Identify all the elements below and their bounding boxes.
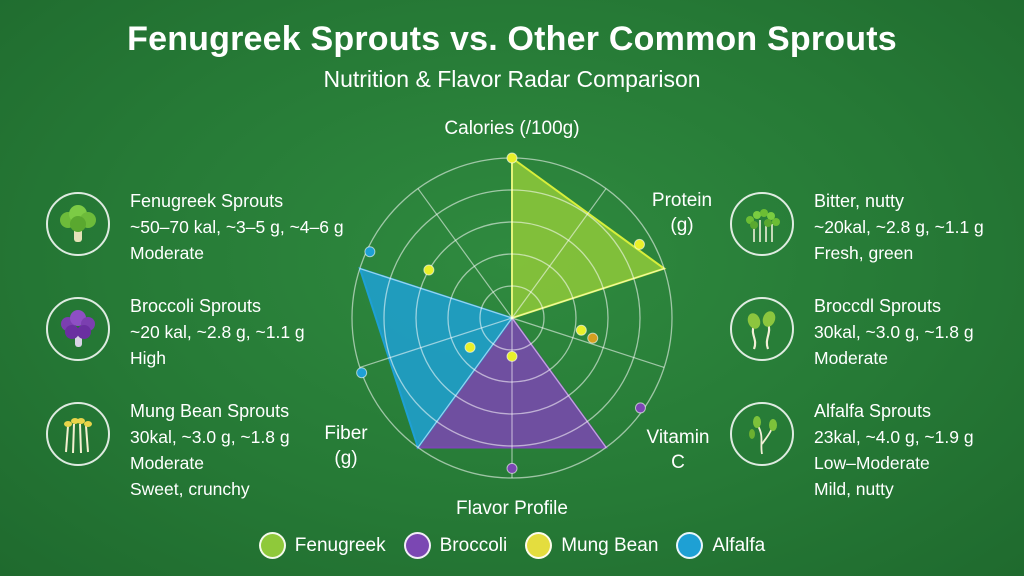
legend-swatch xyxy=(676,532,704,559)
legend-label: Fenugreek xyxy=(294,534,386,556)
legend-label: Mung Bean xyxy=(561,534,659,556)
card-line: Moderate xyxy=(814,348,888,368)
data-point xyxy=(364,246,376,258)
legend-label: Broccoli xyxy=(439,534,508,556)
data-point xyxy=(575,324,587,336)
chart-title: Fenugreek Sprouts vs. Other Common Sprou… xyxy=(127,20,897,58)
broccoli-floret-icon xyxy=(46,192,110,256)
grid-spoke xyxy=(359,317,513,369)
card-title: Broccdl Sprouts xyxy=(814,296,942,316)
card-line: Fresh, green xyxy=(814,243,914,263)
legend-item: Mung Bean xyxy=(525,532,658,559)
data-point xyxy=(423,264,435,276)
legend-swatch xyxy=(258,532,286,559)
legend-swatch xyxy=(525,532,553,559)
data-point xyxy=(464,341,476,353)
grid-spoke xyxy=(511,317,665,369)
data-point xyxy=(356,367,368,379)
data-point xyxy=(587,332,599,344)
legend: Fenugreek Broccoli Mung Bean Alfalfa xyxy=(0,532,1024,559)
card-line: ~20 kal, ~2.8 g, ~1.1 g xyxy=(130,322,305,342)
axis-label: Calories (/100g) xyxy=(444,118,579,139)
alfalfa-sprout-icon xyxy=(730,402,794,466)
card-line: 23kal, ~4.0 g, ~1.9 g xyxy=(814,427,974,447)
card-line: 30kal, ~3.0 g, ~1.8 g xyxy=(130,427,290,447)
grid-spoke xyxy=(417,188,513,319)
card-title: Mung Bean Sprouts xyxy=(130,401,290,421)
legend-swatch xyxy=(403,532,431,559)
data-point xyxy=(506,350,518,362)
card-line: 30kal, ~3.0 g, ~1.8 g xyxy=(814,322,974,342)
card-title: Alfalfa Sprouts xyxy=(814,401,932,421)
axis-label: Protein (g) xyxy=(652,190,712,236)
card-title: Fenugreek Sprouts xyxy=(130,191,284,211)
axis-label: Fiber (g) xyxy=(324,423,368,469)
card-line: Moderate xyxy=(130,243,204,263)
card-title: Broccoli Sprouts xyxy=(130,296,262,316)
grid-spoke xyxy=(417,317,513,448)
data-point xyxy=(506,462,518,474)
data-point xyxy=(506,152,518,164)
mung-bean-sprouts-icon xyxy=(46,402,110,466)
sprout-bunch-icon xyxy=(730,192,794,256)
card-line: Low–Moderate xyxy=(814,453,930,473)
purple-broccoli-icon xyxy=(46,297,110,361)
legend-label: Alfalfa xyxy=(712,534,766,556)
card-line: ~20kal, ~2.8 g, ~1.1 g xyxy=(814,217,984,237)
card-line: Mild, nutty xyxy=(814,479,894,499)
legend-item: Alfalfa xyxy=(676,532,765,559)
card-title: Bitter, nutty xyxy=(814,191,905,211)
bean-sprouts-icon xyxy=(730,297,794,361)
grid-spoke xyxy=(511,267,665,319)
chart-subtitle: Nutrition & Flavor Radar Comparison xyxy=(323,66,701,92)
data-point xyxy=(633,238,645,250)
legend-item: Fenugreek xyxy=(258,532,386,559)
card-line: High xyxy=(130,348,166,368)
card-line: Sweet, crunchy xyxy=(130,479,250,499)
axis-label: Flavor Profile xyxy=(456,498,568,519)
card-line: ~50–70 kal, ~3–5 g, ~4–6 g xyxy=(130,217,344,237)
grid-spoke xyxy=(511,317,607,448)
grid-spoke xyxy=(511,188,607,319)
data-point xyxy=(634,402,646,414)
axis-label: Vitamin C xyxy=(646,427,709,473)
series-fenugreek-area xyxy=(511,156,667,320)
grid-spoke xyxy=(359,267,513,319)
card-line: Moderate xyxy=(130,453,204,473)
legend-item: Broccoli xyxy=(403,532,508,559)
